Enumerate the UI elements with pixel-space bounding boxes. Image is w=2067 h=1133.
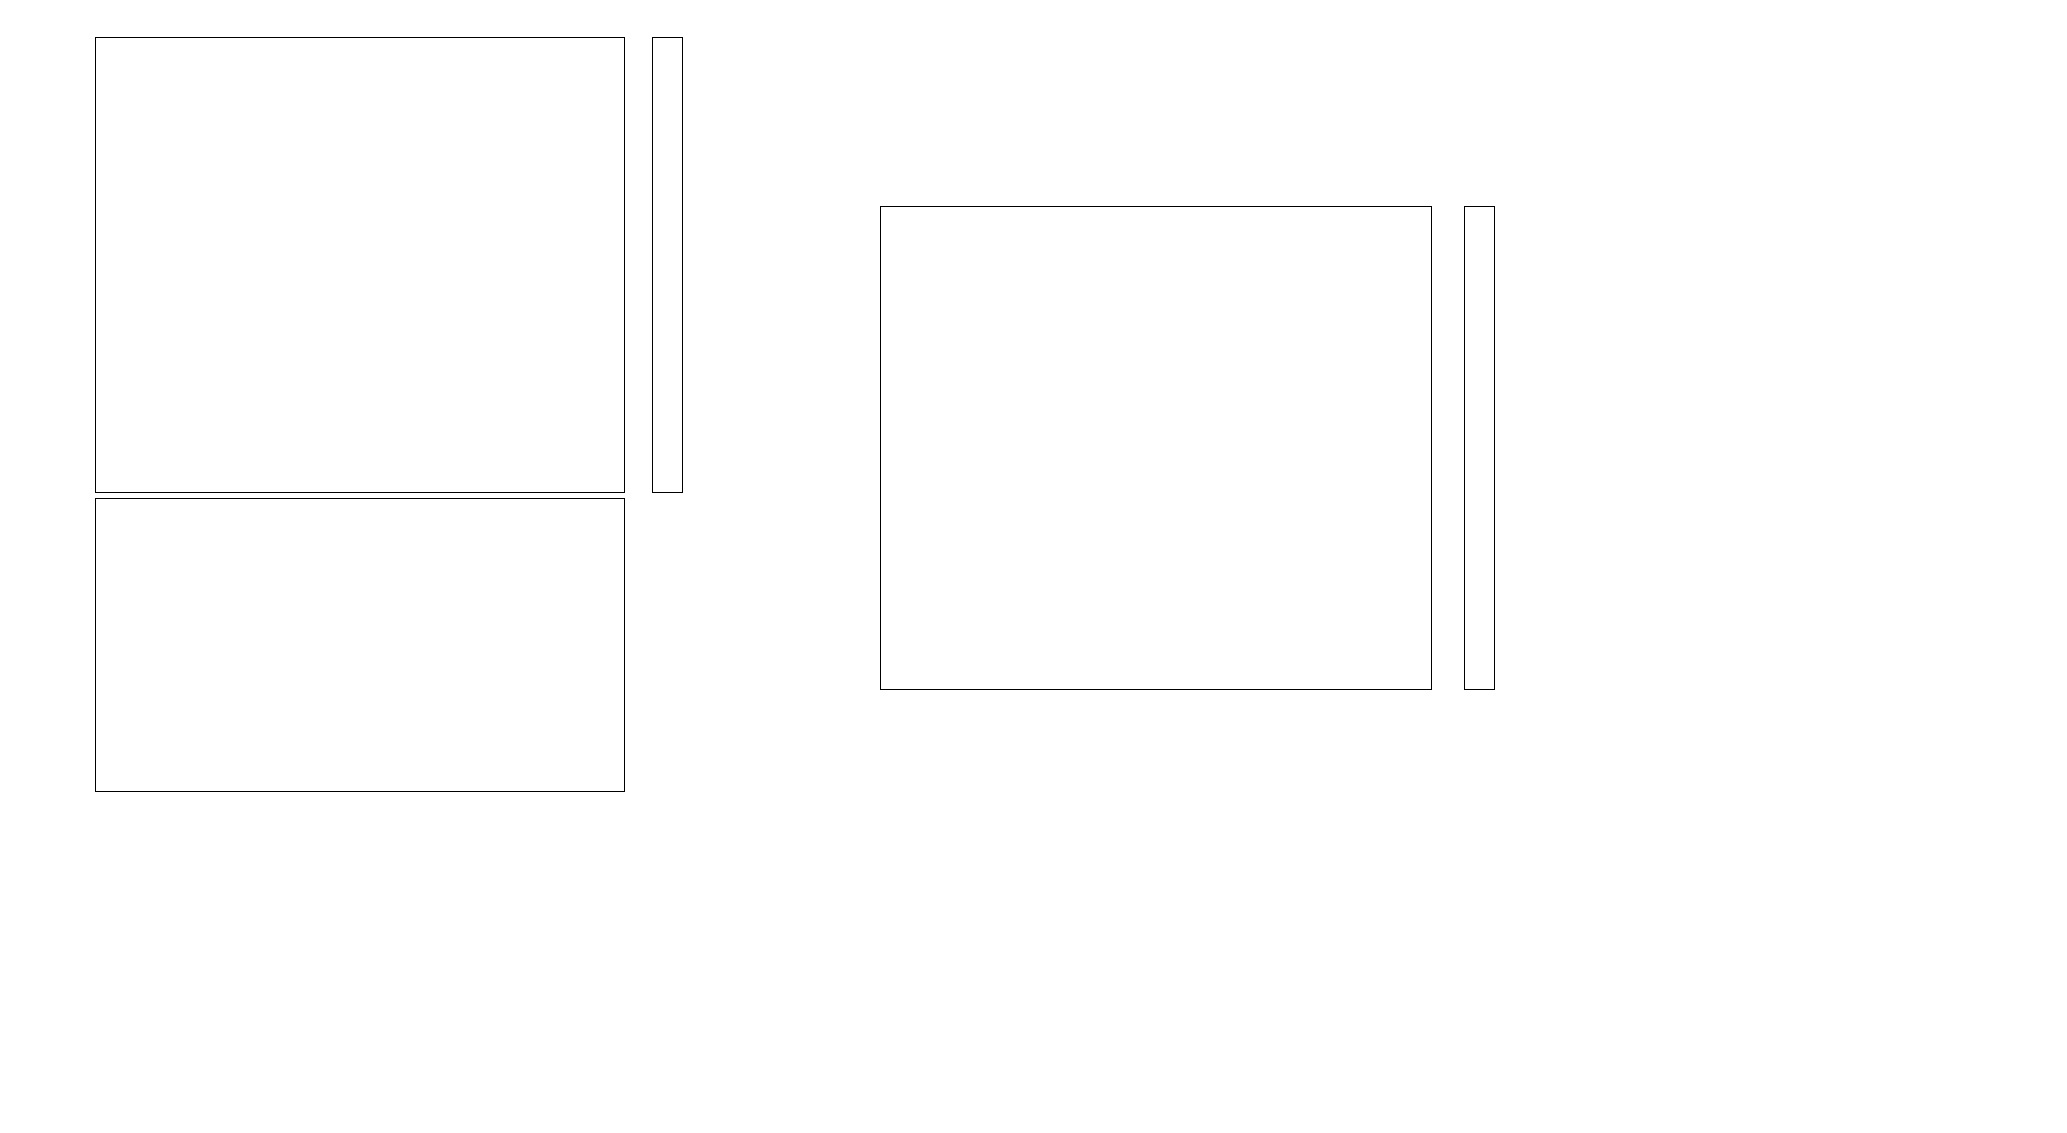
- panel-a-heatmap: [95, 37, 625, 493]
- panel-b-colorbar-canvas: [1465, 207, 1494, 689]
- panel-a-colorbar-canvas: [653, 38, 682, 492]
- panel-a-heatmap-canvas: [96, 38, 624, 492]
- panel-a-colorbar: [652, 37, 683, 493]
- panel-b-heatmap: [880, 206, 1432, 690]
- panel-a-scatter: [95, 498, 625, 792]
- panel-b-heatmap-canvas: [881, 207, 1431, 689]
- panel-b-colorbar: [1464, 206, 1495, 690]
- panel-a-scatter-canvas: [96, 499, 624, 791]
